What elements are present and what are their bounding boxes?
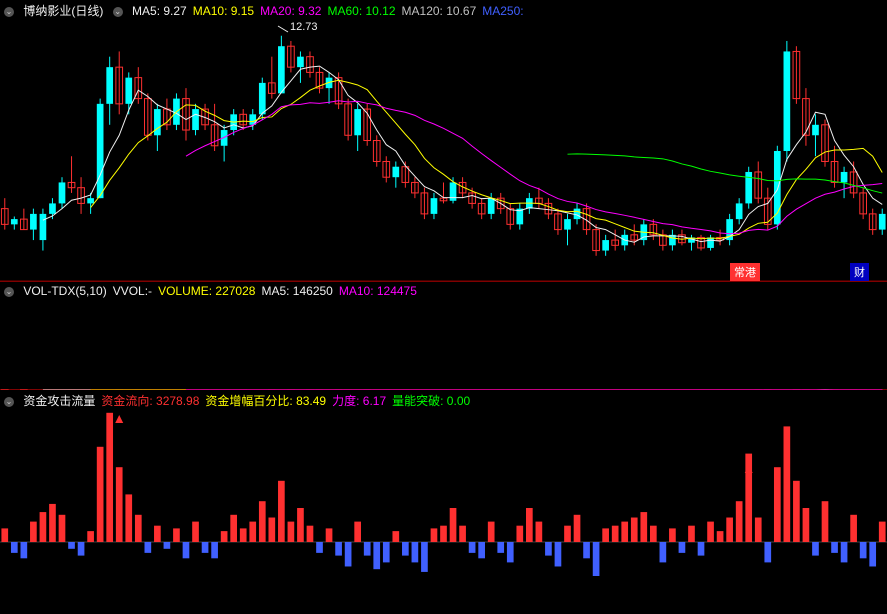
- volume-labels: VOL-TDX(5,10)VVOL:-VOLUME: 227028MA5: 14…: [23, 284, 423, 298]
- collapse-icon[interactable]: ⌄: [4, 7, 14, 17]
- flow-labels: 资金攻击流量资金流向: 3278.98资金增幅百分比: 83.49力度: 6.1…: [23, 394, 476, 408]
- ma-toggle-icon[interactable]: ⌄: [113, 7, 123, 17]
- moneyflow-chart-panel[interactable]: ⌄ 资金攻击流量资金流向: 3278.98资金增幅百分比: 83.49力度: 6…: [0, 390, 887, 614]
- volume-header: ⌄ VOL-TDX(5,10)VVOL:-VOLUME: 227028MA5: …: [4, 284, 429, 298]
- svg-text:12.73: 12.73: [290, 21, 318, 33]
- volume-chart-panel[interactable]: ⌄ VOL-TDX(5,10)VVOL:-VOLUME: 227028MA5: …: [0, 282, 887, 390]
- stock-title: 博纳影业(日线): [23, 4, 103, 18]
- vol-toggle-icon[interactable]: ⌄: [4, 287, 14, 297]
- market-tag: 常港: [730, 263, 760, 281]
- price-header: ⌄ 博纳影业(日线) ⌄ MA5: 9.27MA10: 9.15MA20: 9.…: [4, 2, 536, 19]
- price-chart-panel[interactable]: ⌄ 博纳影业(日线) ⌄ MA5: 9.27MA10: 9.15MA20: 9.…: [0, 0, 887, 282]
- flow-toggle-icon[interactable]: ⌄: [4, 397, 14, 407]
- flow-header: ⌄ 资金攻击流量资金流向: 3278.98资金增幅百分比: 83.49力度: 6…: [4, 392, 482, 409]
- market-tag: 财: [850, 263, 869, 281]
- ma-labels: MA5: 9.27MA10: 9.15MA20: 9.32MA60: 10.12…: [132, 4, 530, 18]
